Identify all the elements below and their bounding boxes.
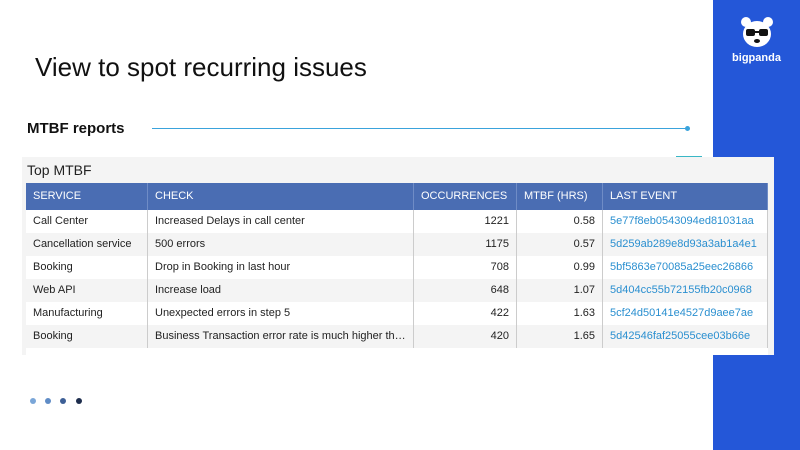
last-event-link[interactable]: 5d42546faf25055cee03b66e [603,325,768,348]
check: Business Transaction error rate is much … [148,325,414,348]
column-header[interactable]: MTBF (HRS) [517,183,603,210]
last-event-link[interactable]: 5cf24d50141e4527d9aee7ae [603,302,768,325]
brand-name: bigpanda [732,52,781,64]
occurrences: 708 [414,256,517,279]
table-row-partial [26,348,768,355]
last-event-link[interactable]: 5d404cc55b72155fb20c0968 [603,279,768,302]
table-row[interactable]: Call Center Increased Delays in call cent… [26,210,768,234]
column-header[interactable]: SERVICE [26,183,148,210]
check: Drop in Booking in last hour [148,256,414,279]
service: Cancellation service [26,233,148,256]
last-event-link[interactable]: 5d259ab289e8d93a3ab1a4e1 [603,233,768,256]
occurrences: 648 [414,279,517,302]
mtbf: 0.99 [517,256,603,279]
table-row[interactable]: Manufacturing Unexpected errors in step 5… [26,302,768,326]
section-title: MTBF reports [27,120,125,137]
table-row[interactable]: Web API Increase load 648 1.07 5d404cc55b721… [26,279,768,303]
occurrences: 420 [414,325,517,348]
service: Booking [26,256,148,279]
check: Unexpected errors in step 5 [148,302,414,325]
page-dot[interactable] [30,398,36,404]
table-row[interactable]: Booking Drop in Booking in last hour 708 0.… [26,256,768,280]
service: Manufacturing [26,302,148,325]
column-header[interactable]: CHECK [148,183,414,210]
service: Web API [26,279,148,302]
column-header[interactable]: OCCURRENCES [414,183,517,210]
panda-logo [741,17,773,47]
mtbf: 1.07 [517,279,603,302]
panel-title: Top MTBF [27,162,92,178]
service: Call Center [26,210,148,233]
slide-title: View to spot recurring issues [35,52,367,82]
mtbf: 0.58 [517,210,603,233]
mtbf: 0.57 [517,233,603,256]
table-row[interactable]: Booking Business Transaction error rate i… [26,325,768,349]
service: Booking [26,325,148,348]
panel: Top MTBF SERVICE CHECK OCCURRENCES MTBF (HR… [22,157,774,355]
column-header[interactable]: LAST EVENT [603,183,768,210]
last-event-link[interactable]: 5bf5863e70085a25eec26866 [603,256,768,279]
page-dot[interactable] [45,398,51,404]
divider [152,128,688,129]
check: Increase load [148,279,414,302]
occurrences: 422 [414,302,517,325]
occurrences: 1221 [414,210,517,233]
check: Increased Delays in call center [148,210,414,233]
table-row[interactable]: Cancellation service 500 errors 1175 0.57 5d… [26,233,768,257]
page-dot[interactable] [60,398,66,404]
check: 500 errors [148,233,414,256]
mtbf: 1.65 [517,325,603,348]
header-row: SERVICE CHECK OCCURRENCES MTBF (HRS) LAST EV… [26,183,768,210]
mtbf: 1.63 [517,302,603,325]
last-event-link[interactable]: 5e77f8eb0543094ed81031aa [603,210,768,233]
page-dot[interactable] [76,398,82,404]
occurrences: 1175 [414,233,517,256]
divider-dot [685,126,690,131]
